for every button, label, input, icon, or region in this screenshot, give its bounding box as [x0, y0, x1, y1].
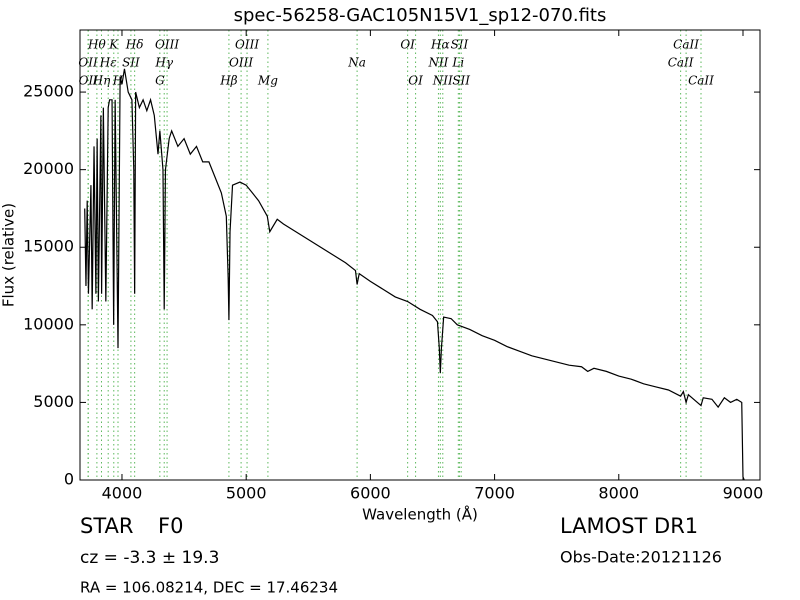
x-tick-label: 6000	[350, 484, 391, 503]
spectrum-line	[84, 68, 745, 481]
spectral-line-label: NII	[432, 74, 453, 88]
spectral-line-label: K	[108, 38, 119, 52]
star-subclass: F0	[158, 514, 183, 538]
spectral-line-label: OI	[400, 38, 415, 52]
spectral-line-label: Hγ	[154, 56, 173, 70]
y-tick-label: 25000	[23, 82, 74, 101]
survey: LAMOST DR1	[560, 514, 698, 538]
spectral-line-label: SII	[122, 56, 140, 70]
spectral-line-label: CaII	[688, 74, 714, 88]
y-tick-label: 10000	[23, 314, 74, 333]
y-tick-label: 20000	[23, 159, 74, 178]
spectral-line-label: NII	[427, 56, 448, 70]
x-tick-label: 8000	[598, 484, 639, 503]
x-tick-label: 7000	[474, 484, 515, 503]
spectral-line-label: Mg	[257, 74, 278, 88]
spectral-line-label: OIII	[229, 56, 253, 70]
obs-date: Obs-Date:20121126	[560, 548, 722, 567]
y-tick-label: 5000	[33, 392, 74, 411]
spectral-line-label: SII	[452, 74, 470, 88]
x-tick-label: 5000	[226, 484, 267, 503]
spectral-line-label: Hα	[430, 38, 450, 52]
y-axis-label: Flux (relative)	[0, 203, 18, 307]
coordinates: RA = 106.08214, DEC = 17.46234	[80, 579, 338, 597]
x-tick-label: 4000	[102, 484, 143, 503]
spectral-line-label: Hδ	[125, 38, 144, 52]
spectral-line-label: CaII	[673, 38, 699, 52]
x-tick-label: 9000	[723, 484, 764, 503]
spectral-line-label: OIII	[155, 38, 179, 52]
spectral-line-label: Hβ	[219, 74, 237, 88]
spectral-line-label: SII	[451, 38, 469, 52]
spectral-line-label: Li	[451, 56, 464, 70]
spectral-line-label: Hθ	[87, 38, 106, 52]
spectral-line-label: Hε	[99, 56, 117, 70]
spectral-line-label: H	[112, 74, 124, 88]
chart-title: spec-56258-GAC105N15V1_sp12-070.fits	[234, 5, 607, 26]
cz: cz = -3.3 ± 19.3	[80, 548, 219, 568]
spectral-line-label: OIII	[235, 38, 259, 52]
spectral-line-label: CaII	[668, 56, 694, 70]
spectral-line-label: OI	[408, 74, 423, 88]
spectral-line-label: G	[155, 74, 165, 88]
spectral-line-label: Hη	[92, 74, 111, 88]
x-axis-label: Wavelength (Å)	[362, 505, 478, 524]
spectral-line-label: Na	[347, 56, 366, 70]
plot-frame	[79, 29, 761, 481]
y-tick-label: 0	[64, 470, 74, 489]
spectral-line-label: OII	[79, 74, 99, 88]
y-tick-label: 15000	[23, 237, 74, 256]
star-class: STAR	[80, 514, 133, 538]
